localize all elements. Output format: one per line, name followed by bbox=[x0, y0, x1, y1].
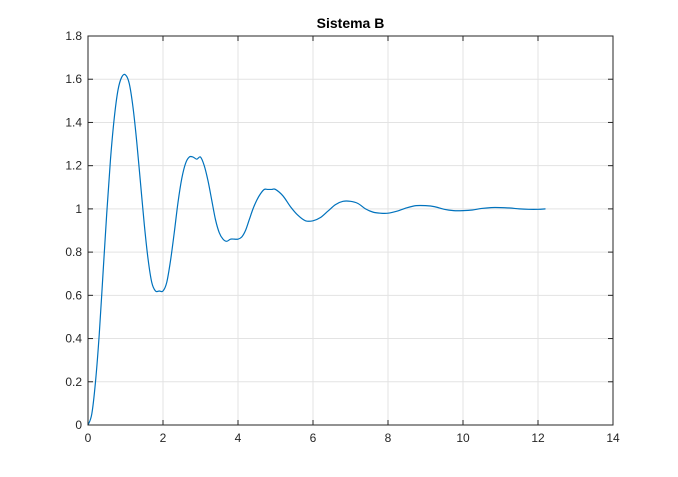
y-tick-label: 1 bbox=[75, 202, 82, 216]
x-tick-label: 0 bbox=[85, 431, 92, 445]
x-tick-label: 14 bbox=[606, 431, 620, 445]
series-line-0 bbox=[87, 73, 546, 426]
axes-frame bbox=[87, 35, 614, 426]
y-ticks: 0 0.2 0.4 0.6 0.8 1 1.2 1.4 1.6 1.8 bbox=[65, 29, 613, 432]
plot-area bbox=[88, 36, 613, 425]
x-tick-label: 10 bbox=[456, 431, 470, 445]
x-tick-label: 4 bbox=[235, 431, 242, 445]
y-tick-label: 0 bbox=[75, 418, 82, 432]
x-tick-label: 12 bbox=[531, 431, 545, 445]
y-tick-label: 1.4 bbox=[65, 115, 82, 129]
y-tick-label: 1.8 bbox=[65, 29, 82, 43]
series-layer bbox=[87, 73, 546, 426]
chart-title: Sistema B bbox=[317, 15, 385, 31]
x-ticks: 0 2 4 6 8 10 12 14 bbox=[85, 36, 620, 445]
y-tick-label: 1.2 bbox=[65, 159, 82, 173]
y-tick-label: 0.8 bbox=[65, 245, 82, 259]
x-tick-label: 8 bbox=[385, 431, 392, 445]
x-tick-label: 6 bbox=[310, 431, 317, 445]
y-tick-label: 0.4 bbox=[65, 332, 82, 346]
y-tick-label: 0.6 bbox=[65, 288, 82, 302]
y-tick-label: 1.6 bbox=[65, 72, 82, 86]
x-tick-label: 2 bbox=[160, 431, 167, 445]
y-tick-label: 0.2 bbox=[65, 375, 82, 389]
